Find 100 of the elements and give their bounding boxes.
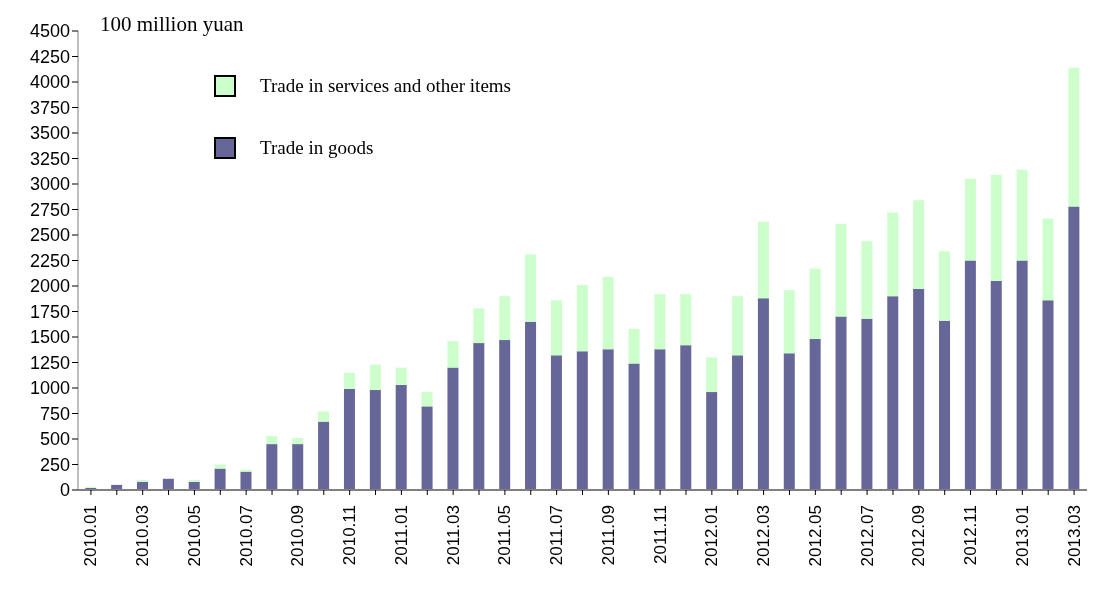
bar: [214, 464, 226, 469]
bar: [214, 468, 226, 490]
bar: [525, 321, 537, 490]
bar: [809, 268, 821, 340]
bar: [706, 392, 718, 490]
bar: [757, 298, 769, 490]
bar: [473, 308, 485, 344]
bar: [525, 254, 537, 322]
bar: [550, 355, 562, 490]
bar: [550, 300, 562, 356]
bar: [964, 178, 976, 261]
bar: [654, 349, 666, 490]
legend-label: Trade in goods: [260, 137, 374, 159]
bar: [913, 200, 925, 290]
bar: [188, 479, 200, 482]
bar: [939, 320, 951, 490]
bar: [1042, 218, 1054, 301]
bar: [1068, 206, 1080, 490]
bar: [343, 389, 355, 490]
bar: [369, 364, 381, 391]
y-tick-label: 750: [39, 403, 70, 424]
bar: [473, 343, 485, 490]
bar: [887, 212, 899, 297]
y-axis-title: 100 million yuan: [100, 12, 244, 37]
bar: [809, 339, 821, 490]
y-tick-label: 0: [59, 480, 70, 501]
bar: [835, 223, 847, 317]
y-tick-label: 4500: [29, 21, 70, 42]
bar: [990, 174, 1002, 281]
bar: [421, 392, 433, 407]
bar: [499, 340, 511, 490]
bar: [136, 479, 148, 482]
bar: [447, 367, 459, 490]
bar: [990, 280, 1002, 490]
bar: [680, 345, 692, 490]
x-tick-label: 2013.03: [1064, 505, 1084, 567]
bar: [602, 349, 614, 490]
x-tick-label: 2011.07: [547, 505, 567, 566]
y-tick-label: 4000: [29, 72, 70, 93]
bar: [680, 294, 692, 346]
bar: [783, 353, 795, 490]
x-tick-label: 2012.05: [805, 505, 825, 567]
bar: [732, 296, 744, 356]
bar: [369, 390, 381, 490]
x-tick-label: 2013.01: [1012, 505, 1032, 567]
y-tick-label: 3000: [29, 174, 70, 195]
bar: [421, 406, 433, 490]
bar: [447, 341, 459, 368]
x-tick-label: 2012.07: [857, 505, 877, 567]
bar: [1068, 67, 1080, 207]
bar: [861, 318, 873, 490]
bar: [628, 328, 640, 364]
y-tick-label: 1000: [29, 378, 70, 399]
bar: [732, 355, 744, 490]
bar: [318, 411, 330, 422]
y-tick-label: 2500: [29, 225, 70, 246]
bar: [395, 367, 407, 385]
x-tick-label: 2011.01: [391, 505, 411, 566]
bar: [240, 469, 252, 472]
y-tick-label: 250: [39, 454, 70, 475]
x-tick-label: 2012.03: [754, 505, 774, 567]
bar: [318, 421, 330, 490]
bar: [1042, 300, 1054, 490]
x-tick-label: 2010.07: [236, 505, 256, 567]
y-tick-label: 1750: [29, 301, 70, 322]
bar: [576, 284, 588, 352]
bar: [783, 290, 795, 354]
y-tick-label: 3750: [29, 97, 70, 118]
bar: [240, 471, 252, 490]
y-tick-label: 4250: [29, 46, 70, 67]
x-tick-label: 2012.09: [909, 505, 929, 567]
y-tick-label: 3500: [29, 123, 70, 144]
y-tick-label: 500: [39, 429, 70, 450]
x-tick-label: 2010.11: [340, 505, 360, 566]
bar: [757, 221, 769, 299]
x-tick-label: 2011.05: [495, 505, 515, 566]
bar: [343, 372, 355, 390]
y-tick-label: 1250: [29, 352, 70, 373]
x-tick-label: 2011.09: [598, 505, 618, 566]
bar: [628, 363, 640, 490]
y-tick-label: 2000: [29, 276, 70, 297]
x-tick-label: 2010.01: [81, 505, 101, 567]
bar: [835, 316, 847, 490]
x-tick-label: 2010.05: [184, 505, 204, 567]
x-tick-label: 2012.01: [702, 505, 722, 567]
bar: [266, 444, 278, 490]
y-tick-label: 2750: [29, 199, 70, 220]
bar: [861, 241, 873, 319]
bar: [292, 437, 304, 445]
x-tick-label: 2011.11: [650, 505, 670, 564]
legend-label: Trade in services and other items: [260, 75, 511, 97]
x-tick-label: 2012.11: [961, 505, 981, 566]
bar: [939, 251, 951, 321]
x-tick-label: 2010.03: [133, 505, 153, 567]
bar: [654, 294, 666, 350]
bar: [887, 296, 899, 490]
bar: [395, 384, 407, 490]
y-tick-label: 3250: [29, 148, 70, 169]
bar: [1016, 169, 1028, 261]
bar: [266, 435, 278, 445]
